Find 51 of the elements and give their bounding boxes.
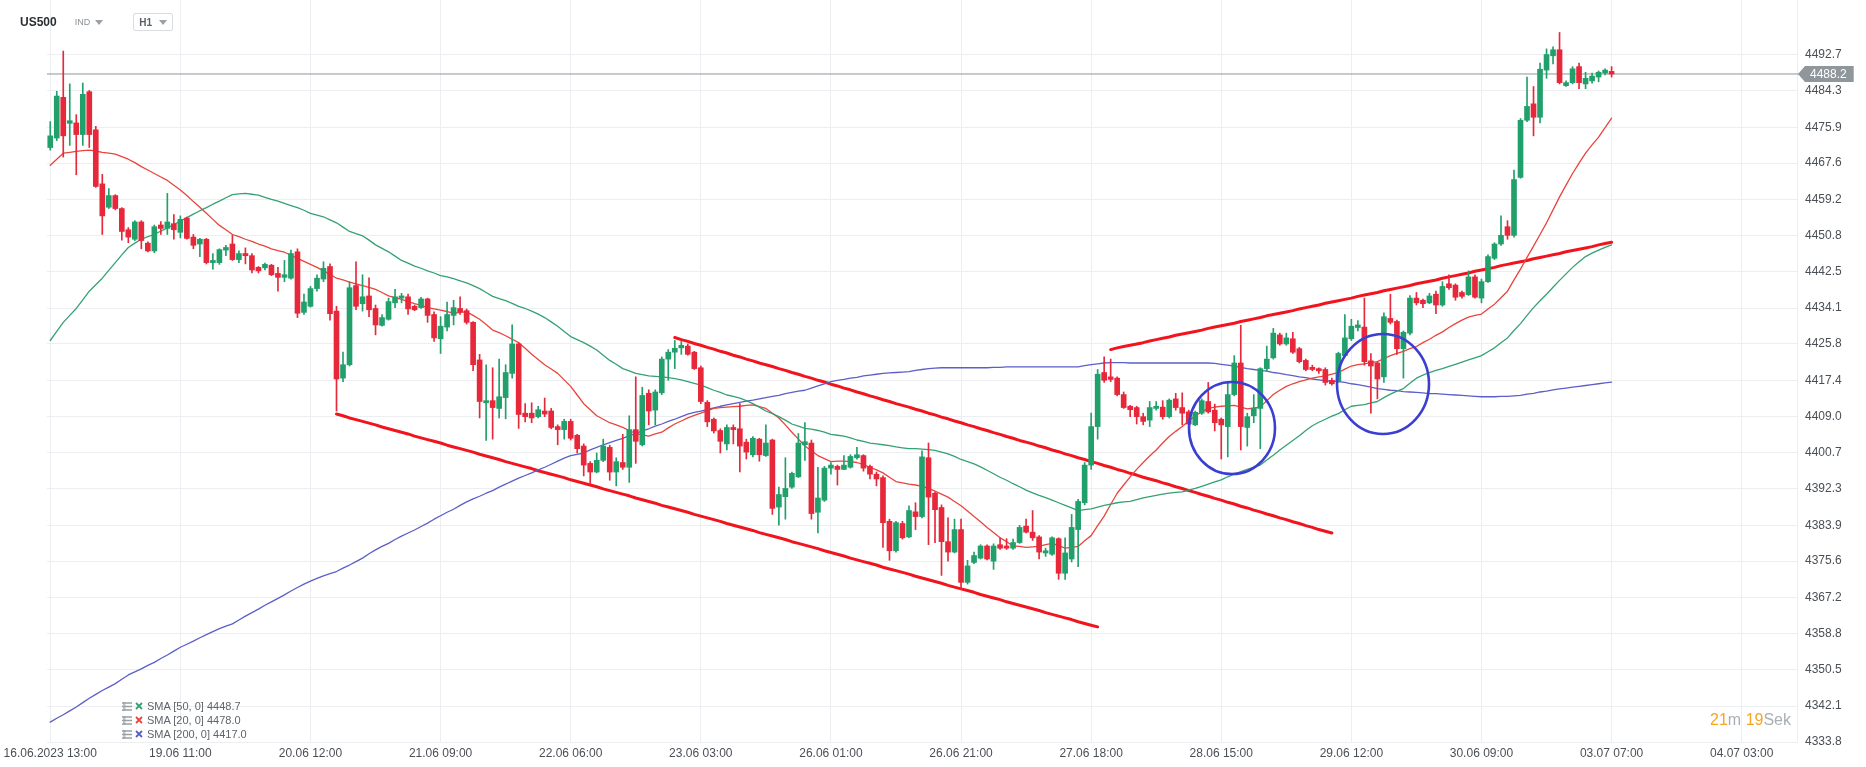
x-tick-label: 26.06 01:00 — [799, 746, 863, 761]
y-tick-label: 4383.9 — [1805, 517, 1843, 532]
x-tick-label: 23.06 03:00 — [669, 746, 733, 761]
ref-line-label: 4488.2 — [1810, 66, 1848, 81]
candlestick — [171, 214, 177, 240]
x-tick-label: 30.06 09:00 — [1449, 746, 1514, 761]
candlestick — [483, 364, 489, 441]
y-tick-label: 4375.6 — [1805, 553, 1843, 568]
y-tick-label: 4400.7 — [1805, 444, 1843, 459]
y-tick-label: 4367.2 — [1805, 589, 1843, 604]
annotation: 21m 19Sek — [1710, 711, 1791, 728]
text: IND — [74, 17, 91, 27]
y-tick-label: 4450.8 — [1805, 228, 1843, 243]
y-tick-label: 4425.8 — [1805, 336, 1843, 351]
y-tick-label: 4434.1 — [1805, 300, 1843, 315]
y-tick-label: 4358.8 — [1805, 626, 1843, 641]
x-tick-label: 27.06 18:00 — [1059, 746, 1124, 761]
y-tick-label: 4484.3 — [1805, 83, 1843, 98]
y-tick-label: 4459.2 — [1805, 191, 1843, 206]
y-tick-label: 4342.1 — [1805, 698, 1843, 713]
x-tick-label: 16.06.2023 13:00 — [3, 746, 98, 761]
y-tick-label: 4350.5 — [1805, 662, 1843, 677]
text: US500 — [20, 15, 57, 29]
legend-label: SMA [50, 0] 4448.7 — [147, 700, 241, 712]
y-tick-label: 4392.3 — [1805, 481, 1843, 496]
legend-label: SMA [200, 0] 4417.0 — [147, 728, 247, 740]
x-tick-label: 28.06 15:00 — [1189, 746, 1254, 761]
y-tick-label: 4475.9 — [1805, 119, 1843, 134]
x-tick-label: 04.07 03:00 — [1710, 746, 1774, 761]
y-tick-label: 4467.6 — [1805, 155, 1843, 170]
y-tick-label: 4442.5 — [1805, 264, 1843, 279]
candlestick — [66, 83, 73, 146]
x-tick-label: 26.06 21:00 — [929, 746, 994, 761]
x-tick-label: 21.06 09:00 — [408, 746, 473, 761]
dropdown: H1 — [133, 13, 173, 31]
candlestick — [619, 434, 626, 470]
y-tick-label: 4492.7 — [1805, 46, 1843, 61]
x-tick-label: 20.06 12:00 — [278, 746, 343, 761]
annotation: H1 — [139, 16, 152, 28]
y-tick-label: 4409.0 — [1805, 408, 1843, 423]
candlestick — [632, 376, 639, 464]
x-tick-label: 29.06 12:00 — [1319, 746, 1384, 761]
candlestick — [197, 238, 203, 257]
y-tick-label: 4333.8 — [1805, 734, 1843, 749]
legend-label: SMA [20, 0] 4478.0 — [147, 714, 241, 726]
y-tick-label: 4417.4 — [1805, 372, 1843, 387]
x-tick-label: 22.06 06:00 — [539, 746, 603, 761]
x-tick-label: 03.07 07:00 — [1579, 746, 1644, 761]
candlestick — [73, 114, 80, 176]
candlestick — [678, 341, 685, 355]
x-tick-label: 19.06 11:00 — [149, 746, 212, 761]
